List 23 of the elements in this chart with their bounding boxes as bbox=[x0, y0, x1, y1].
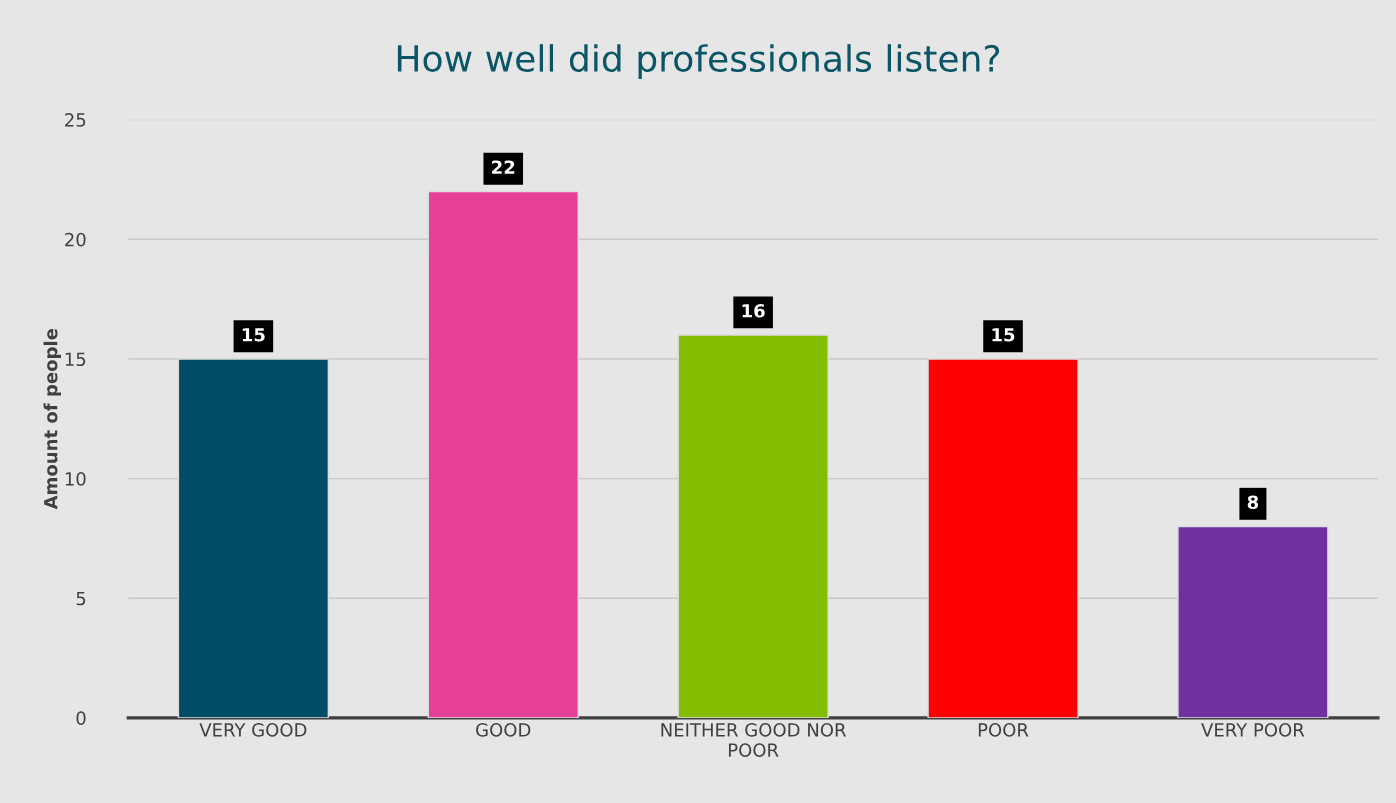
bar bbox=[177, 358, 330, 718]
y-axis-title: Amount of people bbox=[43, 328, 62, 510]
chart-title: How well did professionals listen? bbox=[397, 44, 1000, 80]
bar bbox=[427, 190, 579, 718]
y-tick-label: 10 bbox=[65, 472, 86, 486]
y-tick-label: 20 bbox=[65, 232, 86, 247]
bar bbox=[927, 358, 1079, 718]
x-tick-label: POOR bbox=[978, 723, 1029, 737]
x-tick-label: GOOD bbox=[476, 723, 531, 737]
bar bbox=[1177, 525, 1329, 718]
y-tick-label: 0 bbox=[76, 711, 86, 725]
x-tick-label: VERY GOOD bbox=[199, 723, 307, 737]
bar bbox=[677, 334, 829, 718]
data-label: 15 bbox=[242, 328, 265, 342]
x-tick-label: NEITHER GOOD NOR POOR bbox=[661, 723, 847, 757]
data-label: 8 bbox=[1247, 495, 1259, 510]
data-label: 16 bbox=[742, 303, 765, 318]
y-tick-label: 25 bbox=[65, 113, 86, 127]
y-tick-label: 15 bbox=[65, 352, 86, 367]
y-tick-label: 5 bbox=[76, 591, 86, 606]
data-label: 22 bbox=[492, 160, 515, 174]
x-tick-label: VERY POOR bbox=[1201, 723, 1305, 737]
data-label: 15 bbox=[992, 328, 1015, 342]
